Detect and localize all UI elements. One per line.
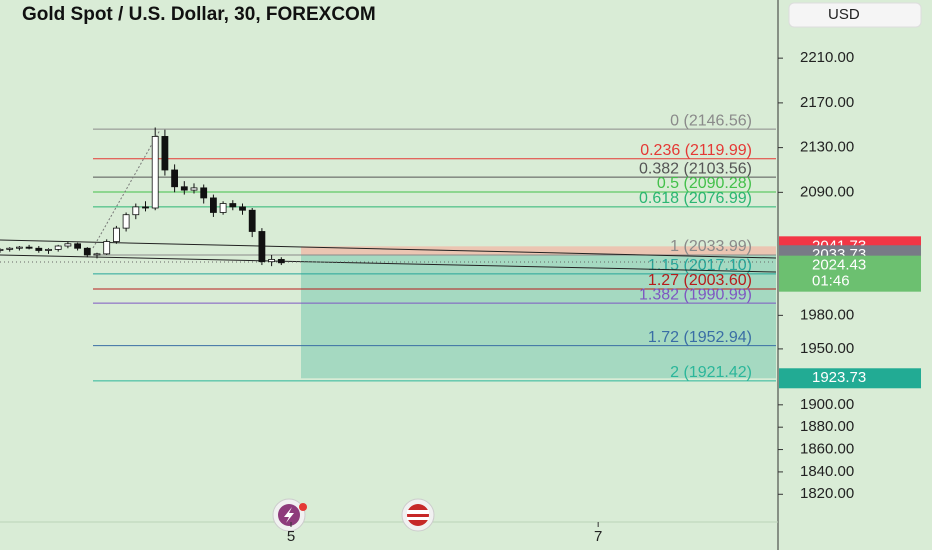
trend-line <box>0 254 777 273</box>
y-tick-label: 1820.00 <box>800 485 854 502</box>
fib-label: 0 (2146.56) <box>670 112 752 129</box>
x-tick-label: 5 <box>287 528 295 545</box>
currency-button[interactable] <box>788 2 922 28</box>
candle-body <box>64 243 72 247</box>
candle-body <box>219 203 227 213</box>
candle-body <box>122 214 130 229</box>
y-tick-label: 2090.00 <box>800 183 854 200</box>
candle-body <box>161 136 169 171</box>
y-tick-label: 1860.00 <box>800 441 854 458</box>
y-tick-label: 1950.00 <box>800 340 854 357</box>
fib-label: 1.27 (2003.60) <box>648 272 752 289</box>
y-tick-label: 1900.00 <box>800 396 854 413</box>
plot-area: 0 (2146.56) 0.236 (2119.99)0.382 (2103.56… <box>0 112 777 382</box>
candle-body <box>103 241 111 255</box>
candle-body <box>74 243 81 249</box>
candle-body <box>83 247 91 256</box>
candle-body <box>277 259 285 264</box>
y-tick-label: 2130.00 <box>800 139 854 156</box>
stop-zone <box>301 246 776 256</box>
chart-title: Gold Spot / U.S. Dollar, 30, FOREXCOM <box>22 4 376 25</box>
candle-body <box>93 253 101 256</box>
candle-body <box>132 206 140 216</box>
fib-label: 1.72 (1952.94) <box>648 329 752 346</box>
fib-label: 1 (2033.99) <box>670 238 752 255</box>
trend-line <box>0 239 777 259</box>
candle-body <box>229 203 237 208</box>
currency-label[interactable]: USD <box>828 6 860 23</box>
y-tick-label: 1980.00 <box>800 306 854 323</box>
price-tag <box>779 255 921 292</box>
candle-body <box>239 206 246 211</box>
candle-body <box>151 136 159 209</box>
y-tick-label: 1880.00 <box>800 418 854 435</box>
countdown-label: 01:46 <box>812 273 850 290</box>
fib-label: 2 (1921.42) <box>670 364 752 381</box>
candle-body <box>0 248 4 251</box>
candle-body <box>248 209 256 232</box>
candle-body <box>171 169 179 188</box>
price-tag <box>779 368 921 389</box>
candle-body <box>142 206 149 209</box>
y-tick-label: 1840.00 <box>800 463 854 480</box>
y-tick-label: 2210.00 <box>800 49 854 66</box>
candle-body <box>180 186 188 191</box>
candle-body <box>200 187 208 199</box>
fib-label: 0.618 (2076.99) <box>639 190 752 207</box>
candle-body <box>113 227 120 242</box>
fib-label: 0.382 (2103.56) <box>639 160 752 177</box>
price-tag-label: 2024.43 <box>812 257 866 274</box>
fib-label: 1.382 (1990.99) <box>639 286 752 303</box>
candle-body <box>209 197 217 213</box>
target-zone <box>301 255 776 379</box>
fib-label: 0.5 (2090.28) <box>657 175 752 192</box>
candle-body <box>190 187 198 191</box>
candle-body <box>6 247 14 250</box>
event-icon[interactable] <box>272 498 307 532</box>
event-icon[interactable] <box>401 498 435 532</box>
candle-body <box>54 245 62 250</box>
candle-body <box>45 248 52 251</box>
price-tag-label: 1923.73 <box>812 369 866 386</box>
candle-body <box>25 246 33 249</box>
x-tick-label: 7 <box>594 528 602 545</box>
candle-body <box>268 259 276 263</box>
candle-body <box>15 246 23 249</box>
y-tick-label: 2170.00 <box>800 94 854 111</box>
candle-body <box>258 231 266 263</box>
fib-guide <box>92 129 161 249</box>
fib-label: 0.236 (2119.99) <box>640 142 752 159</box>
candle-body <box>35 247 43 251</box>
